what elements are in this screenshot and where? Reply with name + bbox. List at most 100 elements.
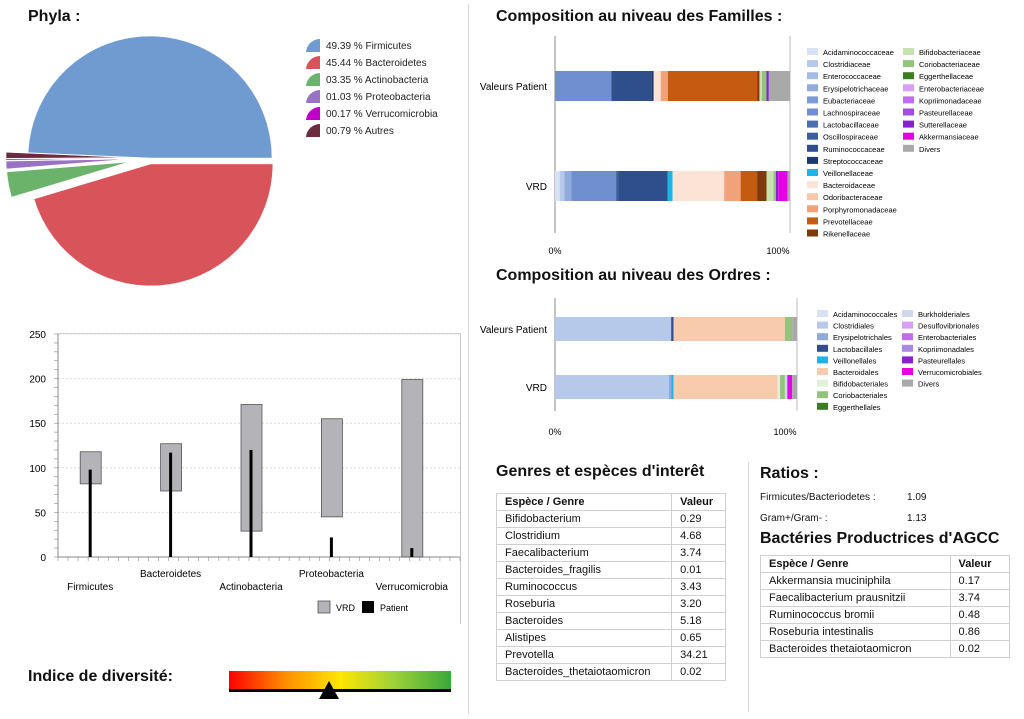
legend-swatch-prevotellaceae — [807, 217, 818, 225]
legend-label-acidaminococcales: Acidaminococcales — [833, 310, 897, 319]
value-cell: 3.43 — [671, 578, 726, 596]
pie-legend-label: 49.39 % Firmicutes — [326, 41, 412, 52]
legend-label-lactobacillales: Lactobacillales — [833, 345, 882, 354]
legend-swatch-desulfovibrionales — [902, 321, 913, 329]
segment-coriobacteriales — [784, 317, 793, 341]
legend-label-sutterellaceae: Sutterellaceae — [919, 121, 967, 130]
table-row: Bacteroides thetaiotaomicron 0.02 — [760, 640, 1011, 658]
legend-swatch-bifidobacteriales — [817, 379, 828, 387]
legend-label-odoribacteraceae: Odoribacteraceae — [823, 193, 883, 202]
vrd-range-bar-verrucomicrobia — [401, 379, 424, 558]
x-tick-label: 0% — [548, 427, 561, 437]
value-cell: 0.65 — [671, 629, 726, 647]
phyla-title: Phyla : — [28, 8, 81, 25]
legend-swatch-odoribacteraceae — [807, 193, 818, 201]
species-cell: Bifidobacterium — [495, 510, 673, 528]
header-value: Valeur — [671, 493, 726, 511]
species-cell: Bacteroides — [495, 612, 673, 630]
legend-swatch-lachnospiraceae — [807, 108, 818, 116]
segment-divers — [768, 71, 790, 101]
table-row: Bifidobacterium 0.29 — [495, 510, 726, 528]
species-cell: Alistipes — [495, 629, 673, 647]
legend-label-burkholderiales: Burkholderiales — [918, 310, 970, 319]
segment-rikenellaceae — [757, 71, 760, 101]
y-tick-label: 100 — [29, 464, 46, 475]
header-species: Espèce / Genre — [495, 493, 673, 511]
legend-swatch-porphyromonadaceae — [807, 205, 818, 213]
table-row: Clostridium 4.68 — [495, 527, 726, 545]
ratio-gram: Gram+/Gram- : 1.13 — [760, 513, 926, 524]
legend-swatch-icon — [306, 106, 320, 120]
pie-slice-firmicutes — [27, 35, 273, 159]
value-cell: 3.20 — [671, 595, 726, 613]
legend-label-verrucomicrobiales: Verrucomicrobiales — [918, 368, 982, 377]
species-cell: Prevotella — [495, 646, 673, 664]
legend-swatch-lactobacillales — [817, 344, 828, 352]
y-tick-label: 250 — [29, 330, 46, 341]
legend-swatch-pasteurellaceae — [903, 108, 914, 116]
legend-label-clostridiales: Clostridiales — [833, 322, 874, 331]
category-label-valeurs-patient: Valeurs Patient — [480, 82, 547, 93]
x-tick-label: Bacteroidetes — [140, 569, 201, 580]
table-row: Roseburia intestinalis 0.86 — [760, 623, 1011, 641]
segment-veillonellales — [671, 375, 674, 399]
table-row: Alistipes 0.65 — [495, 629, 726, 647]
legend-swatch-rikenellaceae — [807, 229, 818, 237]
pie-slice-verrucomicrobia — [5, 157, 129, 161]
legend-label-lachnospiraceae: Lachnospiraceae — [823, 109, 880, 118]
legend-swatch-kopriimonadales — [902, 344, 913, 352]
legend-label-kopriimonadales: Kopriimonadales — [918, 345, 974, 354]
pie-legend-label: 00.17 % Verrucomicrobia — [326, 109, 438, 120]
y-tick-label: 150 — [29, 419, 46, 430]
segment-clostridiaceae — [559, 171, 565, 201]
ratio-firm-bact: Firmicutes/Bacteriodetes : 1.09 — [760, 492, 926, 503]
patient-bar-bacteroidetes — [169, 452, 173, 557]
orders-stacked-chart: Valeurs Patient VRD 0% 100% Acidaminococcale… — [480, 298, 982, 437]
diversity-marker-icon — [318, 681, 339, 699]
legend-label-veillonellaceae: Veillonellaceae — [823, 169, 873, 178]
segment-bacteroidales — [673, 375, 778, 399]
genres-title: Genres et espèces d'interêt — [496, 463, 705, 480]
segment-acidaminococcaceae — [555, 171, 560, 201]
legend-swatch-vrd — [317, 600, 331, 614]
segment-prevotellaceae — [740, 171, 758, 201]
header-species: Espèce / Genre — [760, 555, 951, 573]
pie-slice-actinobacteria — [6, 161, 129, 198]
legend-swatch-enterobacteriales — [902, 333, 913, 341]
legend-label-prevotellaceae: Prevotellaceae — [823, 217, 873, 226]
legend-swatch-oscillospiraceae — [807, 132, 818, 140]
legend-label-bacteroidales: Bacteroidales — [833, 368, 879, 377]
legend-swatch-pasteurellales — [902, 356, 913, 364]
header-value: Valeur — [949, 555, 1011, 573]
table-row: Akkermansia muciniphila 0.17 — [760, 572, 1011, 590]
segment-bifidobacteriaceae — [759, 71, 762, 101]
patient-bar-actinobacteria — [249, 449, 253, 557]
table-row: Bacteroides 5.18 — [495, 612, 726, 630]
agcc-table: Espèce / Genre Valeur Akkermansia mucini… — [760, 555, 1011, 658]
species-cell: Akkermansia muciniphila — [760, 572, 951, 590]
segment-divers — [792, 317, 797, 341]
table-row: Ruminococcus 3.43 — [495, 578, 726, 596]
segment-lactobacillales — [671, 317, 674, 341]
segment-burkholderiales — [784, 375, 788, 399]
legend-swatch-divers — [902, 379, 913, 387]
diversity-baseline — [229, 689, 451, 692]
legend-label-desulfovibrionales: Desulfovibrionales — [918, 322, 980, 331]
value-cell: 4.68 — [671, 527, 726, 545]
y-tick-label: 0 — [40, 553, 46, 564]
pie-slice-proteobacteria — [5, 158, 129, 170]
legend-swatch-enterobacteriaceae — [903, 84, 914, 92]
y-tick-label: 200 — [29, 375, 46, 386]
x-tick-label: Actinobacteria — [219, 582, 283, 593]
diversity-title: Indice de diversité: — [28, 668, 173, 685]
segment-streptococcaceae — [651, 71, 654, 101]
legend-label-rikenellaceae: Rikenellaceae — [823, 230, 870, 239]
value-cell: 3.74 — [949, 589, 1011, 607]
legend-label-divers: Divers — [918, 380, 940, 389]
table-row: Faecalibacterium prausnitzii 3.74 — [760, 589, 1011, 607]
species-cell: Faecalibacterium prausnitzii — [760, 589, 951, 607]
legend-swatch-coriobacteriales — [817, 391, 828, 399]
table-row: Roseburia 3.20 — [495, 595, 726, 613]
ratio-value: 1.09 — [907, 492, 927, 503]
legend-swatch-sutterellaceae — [903, 120, 914, 128]
